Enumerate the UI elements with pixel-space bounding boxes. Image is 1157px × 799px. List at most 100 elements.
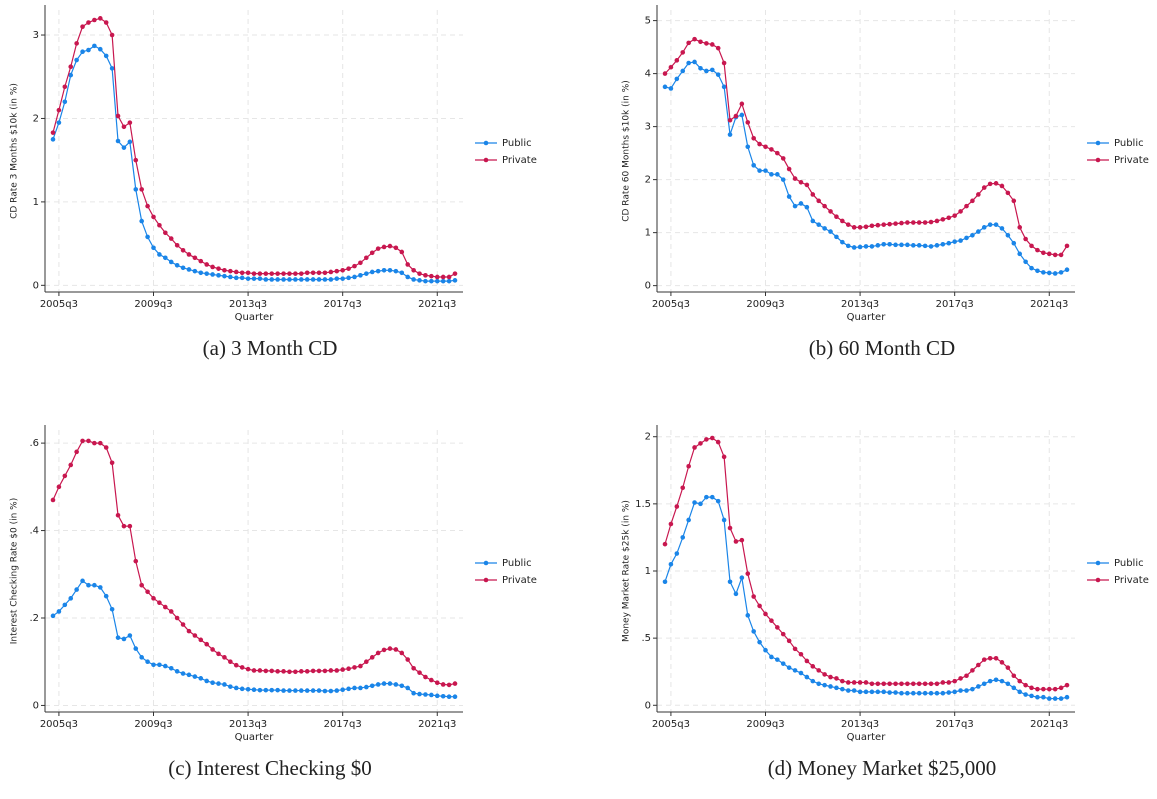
point: [840, 686, 845, 692]
point: [721, 84, 727, 90]
point: [387, 268, 393, 273]
point: [204, 262, 210, 267]
point: [893, 221, 898, 226]
point: [287, 669, 292, 675]
point: [222, 682, 227, 687]
point: [993, 181, 999, 186]
point: [757, 168, 762, 173]
point: [281, 688, 286, 693]
point: [775, 625, 780, 630]
series-line: [52, 17, 456, 278]
point: [1064, 694, 1070, 700]
point: [1005, 665, 1011, 670]
point: [151, 596, 156, 601]
point: [668, 64, 674, 70]
point: [1011, 198, 1017, 204]
point: [751, 629, 756, 634]
point: [1011, 673, 1017, 679]
point: [1023, 682, 1028, 688]
point: [1005, 681, 1011, 687]
point: [275, 669, 280, 674]
point: [310, 277, 316, 282]
point: [115, 138, 121, 144]
point: [293, 271, 298, 276]
point: [139, 187, 144, 192]
point: [875, 689, 881, 695]
x-tick-label: 2005q3: [652, 719, 690, 730]
point: [399, 650, 405, 656]
point: [174, 263, 180, 268]
point: [216, 681, 221, 686]
point: [704, 437, 709, 442]
point: [346, 266, 351, 271]
point: [869, 223, 875, 229]
point: [298, 688, 304, 693]
point: [769, 147, 774, 152]
point: [1052, 252, 1058, 258]
point: [109, 606, 115, 612]
point: [822, 203, 827, 209]
legend-marker: [483, 140, 489, 146]
point: [981, 657, 987, 662]
point: [287, 688, 292, 693]
point: [222, 273, 227, 279]
point: [446, 682, 452, 688]
point: [316, 277, 322, 282]
point: [304, 277, 310, 282]
point: [1041, 250, 1046, 256]
point: [934, 218, 940, 224]
point: [222, 655, 227, 660]
point: [834, 214, 839, 220]
point: [257, 687, 263, 693]
y-tick-label: 2: [645, 175, 651, 186]
point: [269, 668, 275, 674]
point: [434, 274, 440, 280]
point: [828, 229, 833, 234]
point: [86, 20, 91, 25]
point: [334, 668, 340, 673]
point: [157, 222, 162, 228]
point: [316, 270, 322, 276]
point: [163, 255, 168, 261]
point: [168, 236, 174, 241]
x-tick-label: 2009q3: [134, 719, 172, 730]
point: [674, 76, 680, 82]
point: [145, 589, 150, 595]
point: [340, 667, 345, 672]
x-tick-label: 2017q3: [936, 299, 974, 310]
point: [381, 244, 387, 250]
point: [887, 681, 892, 687]
point: [798, 651, 804, 657]
point: [446, 278, 452, 284]
point: [62, 473, 68, 479]
point: [905, 220, 910, 225]
point: [692, 500, 697, 505]
point: [1058, 696, 1064, 701]
point: [993, 677, 999, 683]
point: [792, 646, 798, 652]
point: [109, 460, 115, 466]
x-tick-label: 2021q3: [418, 299, 456, 310]
point: [763, 647, 768, 653]
point: [715, 45, 721, 51]
point: [987, 678, 993, 684]
point: [80, 24, 85, 29]
point: [857, 689, 863, 695]
point: [1017, 689, 1023, 695]
point: [804, 204, 810, 210]
point: [62, 99, 68, 105]
point: [80, 578, 85, 584]
point: [910, 220, 916, 225]
point: [275, 687, 280, 693]
point: [863, 689, 869, 695]
point: [375, 650, 381, 656]
point: [857, 225, 863, 230]
point: [1005, 232, 1011, 238]
point: [239, 270, 245, 276]
point: [692, 59, 697, 65]
point: [922, 681, 928, 687]
point: [97, 46, 103, 52]
point: [899, 220, 904, 226]
point: [822, 226, 827, 231]
point: [934, 243, 940, 248]
